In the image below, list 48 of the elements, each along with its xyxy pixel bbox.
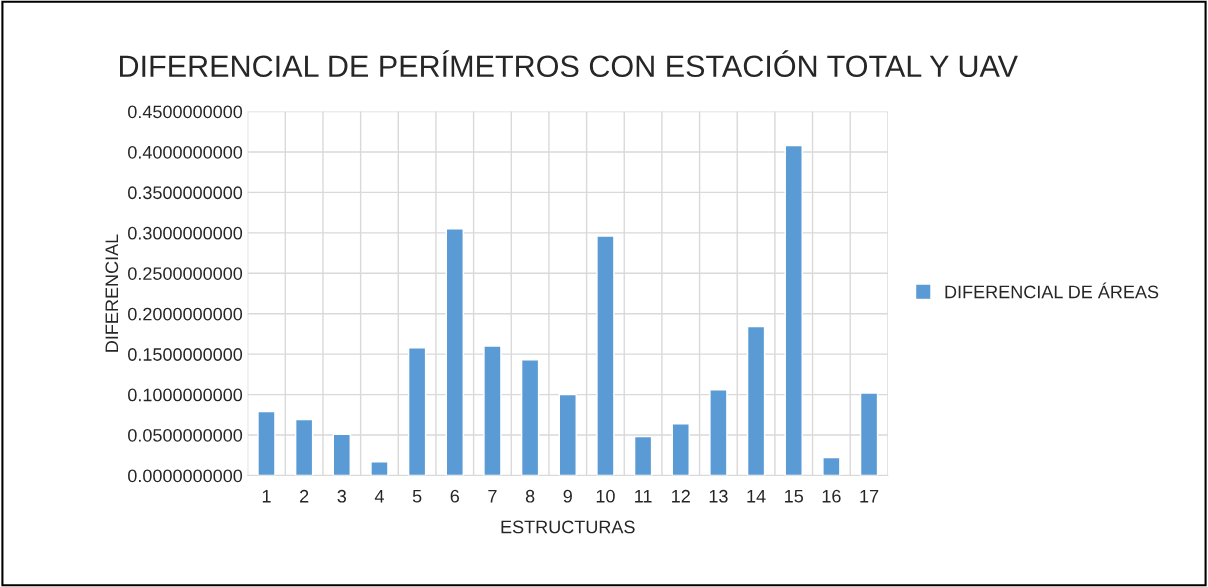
x-tick-label: 15 (785, 490, 804, 503)
y-tick-label: 0.2500000000 (128, 267, 243, 280)
chart-title: DIFERENCIAL DE PERÍMETROS CON ESTACIÓN TOTAL Y UAV (120, 50, 1018, 78)
y-tick-label: 0.3000000000 (128, 226, 243, 240)
x-tick-label: 7 (488, 490, 497, 503)
bar (746, 325, 766, 476)
y-tick-label: 0.1000000000 (128, 388, 243, 402)
x-tick-label: 2 (300, 489, 309, 503)
x-tick-label: 11 (635, 490, 652, 503)
x-tick-label: 16 (822, 489, 841, 503)
bar (784, 144, 803, 476)
x-tick-label: 8 (525, 489, 535, 503)
x-axis-title: ESTRUCTURAS (501, 520, 635, 534)
y-tick-label: 0.0000000000 (128, 469, 243, 483)
bar (633, 435, 653, 476)
x-tick-label: 17 (860, 490, 879, 503)
bar (445, 228, 464, 476)
x-tick-label: 9 (563, 489, 572, 503)
legend-label: DIFERENCIAL DE ÁREAS (945, 282, 1159, 299)
bar (294, 418, 314, 476)
bar (558, 393, 577, 476)
bar (483, 345, 502, 476)
x-tick-label: 12 (672, 489, 690, 503)
bar (709, 389, 728, 476)
y-tick-label: 0.0500000000 (128, 428, 243, 442)
x-tick-label: 14 (747, 490, 766, 503)
x-tick-label: 5 (412, 490, 422, 503)
y-tick-label: 0.3500000000 (128, 186, 243, 200)
bar (257, 410, 276, 476)
x-tick-label: 3 (337, 489, 347, 503)
y-tick-label: 0.1500000000 (128, 348, 243, 361)
x-tick-label: 6 (450, 489, 459, 503)
y-tick-label: 0.2000000000 (128, 307, 243, 321)
bar (520, 359, 540, 476)
bar (822, 456, 841, 476)
bar (332, 433, 351, 476)
y-tick-label: 0.4500000000 (128, 105, 243, 119)
x-tick-label: 4 (374, 490, 384, 503)
x-tick-label: 13 (709, 489, 728, 503)
bar (671, 423, 690, 476)
x-tick-label: 10 (596, 489, 615, 503)
bar (859, 392, 879, 476)
bar (596, 235, 615, 476)
bar (407, 346, 427, 476)
y-tick-label: 0.4000000000 (128, 145, 243, 159)
bar (370, 461, 389, 476)
y-axis-title: DIFERENCIAL (105, 234, 119, 352)
x-tick-label: 1 (262, 490, 271, 503)
